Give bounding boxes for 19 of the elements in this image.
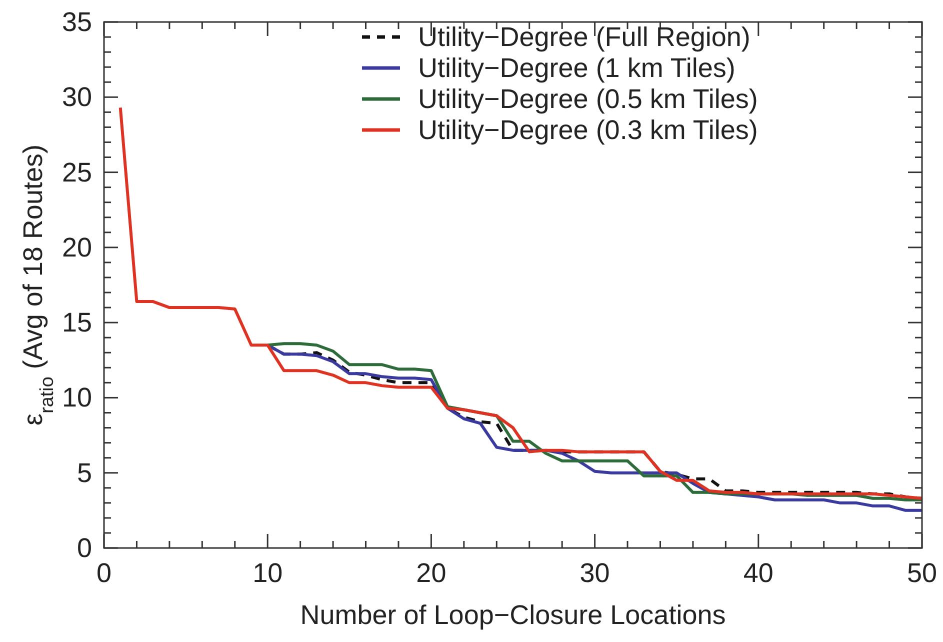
y-tick-label: 30	[62, 82, 92, 112]
y-tick-label: 0	[76, 533, 92, 563]
x-tick-label: 50	[906, 558, 938, 588]
y-tick-label: 20	[62, 232, 92, 262]
x-tick-label: 20	[416, 558, 446, 588]
x-tick-label: 10	[252, 558, 283, 588]
x-axis-title: Number of Loop−Closure Locations	[300, 600, 726, 630]
x-tick-label: 30	[580, 558, 610, 588]
x-tick-label: 40	[743, 558, 774, 588]
legend-label: Utility−Degree (Full Region)	[418, 22, 750, 52]
y-tick-label: 15	[62, 308, 92, 338]
y-tick-label: 35	[62, 7, 92, 37]
legend-label: Utility−Degree (0.3 km Tiles)	[418, 115, 758, 145]
x-tick-label: 0	[96, 558, 112, 588]
y-tick-label: 10	[62, 382, 92, 413]
legend-label: Utility−Degree (0.5 km Tiles)	[418, 84, 758, 114]
legend-label: Utility−Degree (1 km Tiles)	[418, 53, 736, 83]
y-tick-label: 25	[62, 157, 92, 188]
y-tick-label: 5	[76, 458, 92, 488]
